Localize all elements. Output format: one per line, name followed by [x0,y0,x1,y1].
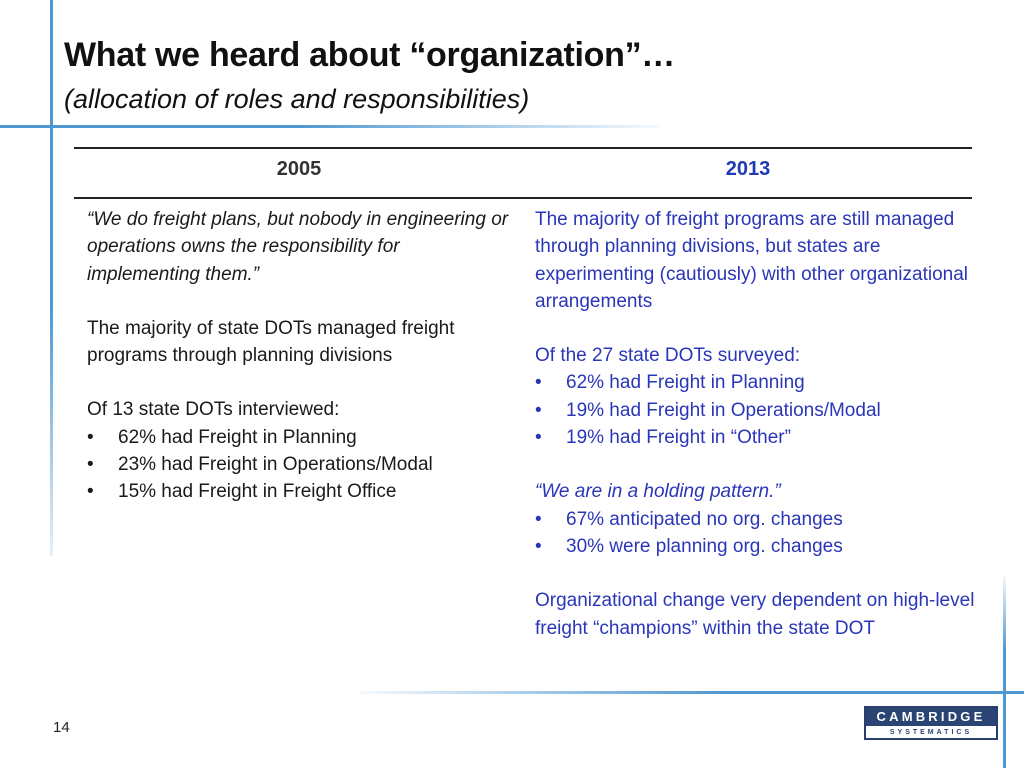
quote-2005: “We do freight plans, but nobody in engi… [87,209,509,285]
quote-2013: “We are in a holding pattern.” [535,481,781,503]
logo-subtext: SYSTEMATICS [889,729,973,736]
decorative-vertical-line-right [1003,575,1006,768]
list-item: • 67% anticipated no org. changes [535,506,975,533]
decorative-horizontal-line-bottom [360,691,1024,694]
list-intro-2005: Of 13 state DOTs interviewed: [87,399,340,421]
bullet-icon: • [535,427,542,449]
list-item: • 62% had Freight in Planning [535,369,975,396]
logo-wordmark: CAMBRIDGE [866,708,996,726]
decorative-horizontal-line-top [0,125,660,128]
bullet-icon: • [87,426,94,448]
list-item: • 23% had Freight in Operations/Modal [87,451,512,478]
column-2013: The majority of freight programs are sti… [535,206,975,642]
paragraph-2013: The majority of freight programs are sti… [535,209,969,312]
bullet-icon: • [535,535,542,557]
page-number: 14 [53,719,70,736]
column-2005: “We do freight plans, but nobody in engi… [87,206,512,506]
table-header-rule [74,197,972,199]
bullet-list-2013-outlook: • 67% anticipated no org. changes • 30% we… [535,506,975,561]
table-top-rule [74,147,972,149]
bullet-icon: • [535,508,542,530]
bullet-list-2005: • 62% had Freight in Planning • 23% had Fr… [87,424,512,506]
list-item: • 19% had Freight in “Other” [535,424,975,451]
list-item: • 62% had Freight in Planning [87,424,512,451]
bullet-list-2013: • 62% had Freight in Planning • 19% had Fr… [535,369,975,451]
bullet-icon: • [535,399,542,421]
list-item: • 30% were planning org. changes [535,533,975,560]
decorative-vertical-line-left [50,0,53,556]
cambridge-systematics-logo: CAMBRIDGE SYSTEMATICS [864,706,998,740]
column-header-2013: 2013 [725,158,771,180]
list-intro-2013: Of the 27 state DOTs surveyed: [535,345,801,367]
slide-subtitle: (allocation of roles and responsibilitie… [64,84,530,114]
column-header-2005: 2005 [276,158,322,180]
bullet-icon: • [87,454,94,476]
bullet-icon: • [87,481,94,503]
slide-title: What we heard about “organization”… [64,36,675,74]
bullet-icon: • [535,372,542,394]
list-item: • 15% had Freight in Freight Office [87,478,512,505]
paragraph-2005: The majority of state DOTs managed freig… [87,317,455,367]
closing-2013: Organizational change very dependent on … [535,590,975,639]
list-item: • 19% had Freight in Operations/Modal [535,397,975,424]
